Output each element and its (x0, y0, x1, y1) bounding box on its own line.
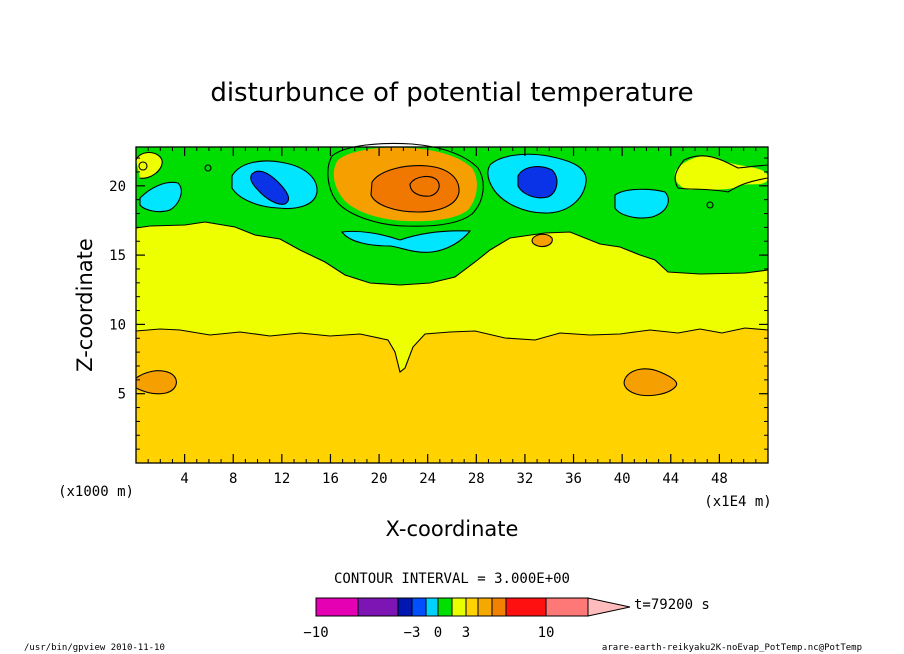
x-unit-label: (x1000 m) (58, 484, 134, 500)
colorbar-label: −10 (303, 625, 328, 641)
x-tick-label: 40 (614, 471, 631, 487)
x-tick-label: 12 (273, 471, 290, 487)
warm-anomaly-right (624, 368, 677, 396)
footer-left: /usr/bin/gpview 2010-11-10 (24, 643, 165, 653)
colorbar-swatch (315, 597, 359, 617)
cool-anomaly-center (342, 230, 470, 253)
contour-line (614, 188, 669, 219)
x-tick-label: 28 (468, 471, 485, 487)
colorbar-swatch (491, 597, 507, 617)
colorbar-label: 3 (462, 625, 470, 641)
contour-line (531, 233, 553, 248)
y-axis: 5 10 15 20 (109, 157, 768, 450)
colorbar-label: 0 (434, 625, 442, 641)
x-axis: 4 8 12 16 20 24 28 32 36 40 44 48 (147, 147, 757, 487)
contour-line (517, 166, 558, 199)
warm-patch-topleft (136, 152, 163, 179)
x-tick-label: 48 (711, 471, 728, 487)
y-tick-label: 10 (109, 317, 126, 333)
contour-line (409, 175, 440, 197)
contour-interval: CONTOUR INTERVAL = 3.000E+00 (334, 571, 570, 587)
colorbar-swatch (545, 597, 589, 617)
colorbar-swatch (411, 597, 427, 617)
y-tick-label: 15 (109, 248, 126, 264)
colorbar-swatch (357, 597, 399, 617)
contour-line (341, 230, 472, 253)
contour-line (231, 160, 318, 210)
cold-core-mid (518, 166, 557, 198)
y-axis-label: Z-coordinate (73, 238, 97, 372)
chart-title: disturbunce of potential temperature (210, 78, 693, 108)
colorbar-swatch (397, 597, 413, 617)
contour-line (204, 164, 212, 172)
contour-line (370, 165, 460, 213)
contour-line (135, 151, 163, 179)
warm-anomaly-small (532, 234, 553, 247)
x-tick-label: 4 (180, 471, 188, 487)
x-tick-label: 32 (516, 471, 533, 487)
colorbar-swatch (437, 597, 453, 617)
x-tick-label: 24 (419, 471, 436, 487)
contour-line (706, 201, 714, 209)
colorbar-label: −3 (404, 625, 421, 641)
x-axis-label: X-coordinate (386, 517, 519, 541)
plot-area (135, 142, 769, 464)
x-tick-label: 16 (322, 471, 339, 487)
colorbar-swatch (477, 597, 493, 617)
warm-anomaly-left (136, 370, 177, 394)
contour-line (674, 155, 769, 193)
warm-patch-topright (674, 155, 768, 190)
contour-line (139, 181, 182, 213)
colorbar-swatch (451, 597, 467, 617)
x-tick-label: 20 (371, 471, 388, 487)
x-tick-label: 36 (565, 471, 582, 487)
footer-right: arare-earth-reikyaku2K-noEvap_PotTemp.nc… (602, 643, 862, 653)
cold-core-left (250, 171, 289, 205)
contour-line (487, 153, 587, 214)
cool-anomaly-right (615, 189, 669, 218)
warm-peak (410, 176, 440, 197)
contour-line (250, 170, 290, 205)
colorbar-arrow (587, 597, 631, 617)
contour-line (135, 327, 769, 373)
contour-line (623, 368, 678, 397)
y-tick-label: 5 (118, 387, 126, 403)
colorbar (315, 597, 631, 617)
x-tick-label: 8 (229, 471, 237, 487)
contour-line (135, 370, 177, 395)
contour-line (138, 161, 148, 171)
y-tick-label: 20 (109, 179, 126, 195)
colorbar-labels: −10 −3 0 3 10 (303, 625, 554, 641)
x-scale-note: (x1E4 m) (704, 494, 771, 510)
time-label: t=79200 s (634, 597, 710, 613)
x-tick-label: 44 (662, 471, 679, 487)
colorbar-swatch (425, 597, 439, 617)
colorbar-label: 10 (538, 625, 555, 641)
colorbar-swatch (465, 597, 479, 617)
contour-line (135, 221, 769, 286)
contour-line (327, 142, 484, 227)
cool-anomaly-edge (140, 182, 182, 212)
colorbar-swatch (505, 597, 547, 617)
